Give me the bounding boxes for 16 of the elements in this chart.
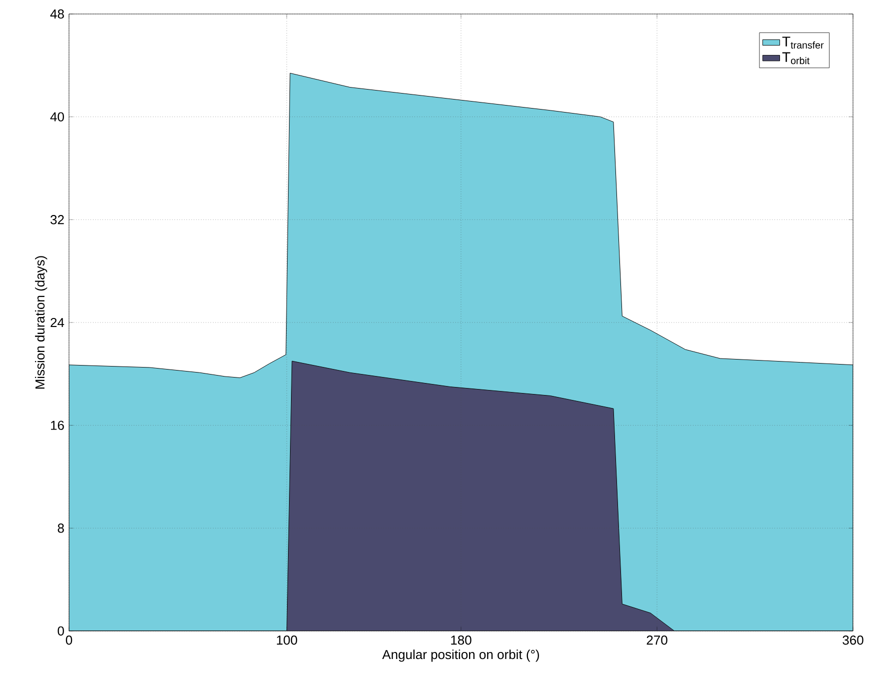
- x-tick-label: 180: [451, 636, 472, 645]
- legend-label: T$_{orbit}$: [782, 52, 810, 64]
- y-tick-label: 8: [58, 524, 64, 533]
- x-tick-label: 0: [66, 636, 72, 645]
- y-tick-label: 16: [51, 420, 64, 430]
- x-axis-title: Angular position on orbit (°): [382, 650, 540, 662]
- y-tick-label: 48: [50, 9, 64, 19]
- x-tick-label: 100: [276, 636, 298, 645]
- x-tick-label: 360: [842, 636, 864, 645]
- y-axis-title: Mission duration (days): [35, 256, 48, 389]
- legend-label: T$_{transfer}$: [782, 36, 824, 49]
- y-tick-label: 32: [50, 215, 64, 224]
- y-tick-label: 0: [58, 626, 64, 636]
- y-tick-label: 24: [50, 318, 64, 328]
- x-tick-label: 270: [646, 636, 668, 645]
- y-tick-label: 40: [50, 112, 64, 122]
